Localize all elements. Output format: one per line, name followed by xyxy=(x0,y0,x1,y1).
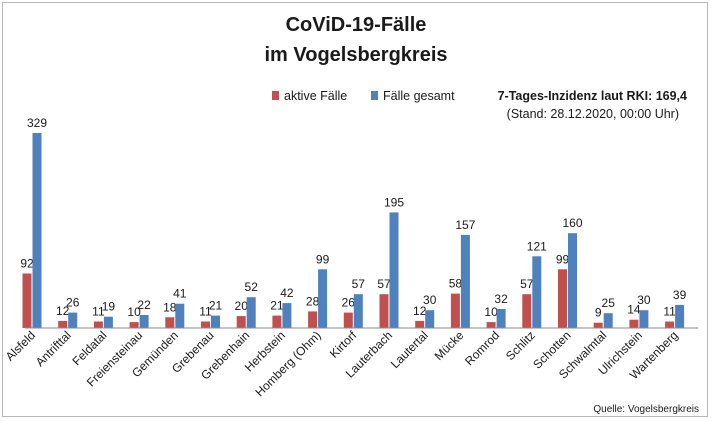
value-label-gesamt-lauterbach: 195 xyxy=(384,195,404,209)
value-label-gesamt-grebenhain: 52 xyxy=(245,280,259,294)
value-label-gesamt-antrifttal: 26 xyxy=(66,296,80,310)
value-label-gesamt-freiensteinau: 22 xyxy=(137,298,151,312)
value-label-aktive-gemünden: 18 xyxy=(163,300,177,314)
value-label-aktive-feldatal: 11 xyxy=(92,305,105,319)
chart: CoViD-19-Fälle im Vogelsbergkreis aktive… xyxy=(3,14,699,415)
legend-label-gesamt: Fälle gesamt xyxy=(383,89,455,103)
value-label-gesamt-lautertal: 30 xyxy=(423,293,437,307)
date-info: (Stand: 28.12.2020, 00:00 Uhr) xyxy=(507,107,679,121)
bar-gesamt-romrod xyxy=(496,309,506,328)
bar-aktive-mücke xyxy=(450,293,460,328)
value-label-gesamt-homberg-ohm: 99 xyxy=(316,252,330,266)
bar-aktive-homberg-ohm xyxy=(308,311,318,328)
bar-aktive-alsfeld xyxy=(22,273,32,328)
value-label-aktive-schwalmtal: 9 xyxy=(595,306,602,320)
chart-title: CoViD-19-Fälle xyxy=(286,14,427,36)
bar-aktive-grebenau xyxy=(201,321,210,328)
bar-gesamt-kirtorf xyxy=(353,294,363,328)
value-label-gesamt-feldatal: 19 xyxy=(102,300,116,314)
bar-aktive-herbstein xyxy=(272,315,282,328)
chart-subtitle: im Vogelsbergkreis xyxy=(264,44,447,66)
bar-aktive-freiensteinau xyxy=(129,322,139,328)
value-label-gesamt-grebenau: 21 xyxy=(209,299,223,313)
bars-group: 92329Alsfeld1226Antrifttal1119Feldatal10… xyxy=(3,116,687,399)
value-label-aktive-schotten: 99 xyxy=(556,252,570,266)
value-label-gesamt-schwalmtal: 25 xyxy=(602,296,616,310)
value-label-aktive-alsfeld: 92 xyxy=(20,257,34,271)
bar-gesamt-lautertal xyxy=(425,310,435,328)
bar-aktive-ulrichstein xyxy=(629,319,639,328)
value-label-aktive-grebenau: 11 xyxy=(199,305,212,319)
legend-label-aktive: aktive Fälle xyxy=(284,89,347,103)
legend-swatch-gesamt xyxy=(371,91,378,100)
value-label-aktive-homberg-ohm: 28 xyxy=(306,294,320,308)
value-label-gesamt-schotten: 160 xyxy=(562,216,582,230)
bar-gesamt-wartenberg xyxy=(675,304,685,328)
bar-gesamt-antrifttal xyxy=(68,312,78,328)
value-label-gesamt-alsfeld: 329 xyxy=(27,116,47,130)
value-label-aktive-herbstein: 21 xyxy=(270,299,284,313)
value-label-aktive-grebenhain: 20 xyxy=(235,299,249,313)
value-label-aktive-mücke: 58 xyxy=(449,277,463,291)
bar-gesamt-grebenau xyxy=(211,315,220,328)
value-label-gesamt-schlitz: 121 xyxy=(527,239,547,253)
bar-aktive-wartenberg xyxy=(665,321,675,328)
bar-gesamt-homberg-ohm xyxy=(318,269,328,328)
category-label-kirtorf: Kirtorf xyxy=(327,328,360,361)
bar-gesamt-schotten xyxy=(568,233,577,328)
bar-gesamt-herbstein xyxy=(282,303,292,328)
chart-frame: CoViD-19-Fälle im Vogelsbergkreis aktive… xyxy=(2,2,708,417)
value-label-gesamt-gemünden: 41 xyxy=(173,287,187,301)
value-label-aktive-schlitz: 57 xyxy=(520,277,534,291)
value-label-aktive-lautertal: 12 xyxy=(413,304,427,318)
value-label-aktive-freiensteinau: 10 xyxy=(127,305,141,319)
value-label-aktive-lauterbach: 57 xyxy=(377,277,391,291)
value-label-aktive-ulrichstein: 14 xyxy=(627,303,641,317)
bar-aktive-schwalmtal xyxy=(593,322,603,328)
bar-aktive-romrod xyxy=(486,322,496,328)
bar-aktive-schlitz xyxy=(522,294,532,328)
bar-aktive-lauterbach xyxy=(379,294,389,328)
bar-aktive-grebenhain xyxy=(236,316,246,328)
bar-gesamt-mücke xyxy=(460,234,470,328)
bar-gesamt-lauterbach xyxy=(389,212,399,328)
value-label-gesamt-wartenberg: 39 xyxy=(673,288,687,302)
legend: aktive Fälle Fälle gesamt xyxy=(272,89,455,103)
value-label-aktive-kirtorf: 26 xyxy=(342,296,356,310)
bar-gesamt-grebenhain xyxy=(246,297,256,328)
value-label-gesamt-romrod: 32 xyxy=(494,292,508,306)
legend-swatch-aktive xyxy=(272,91,279,100)
bar-gesamt-alsfeld xyxy=(32,133,42,328)
source-note: Quelle: Vogelsbergkreis xyxy=(593,404,699,415)
category-label-homberg-ohm: Homberg (Ohm) xyxy=(253,328,324,399)
value-label-gesamt-herbstein: 42 xyxy=(280,286,294,300)
bar-aktive-gemünden xyxy=(165,317,175,328)
bar-gesamt-ulrichstein xyxy=(639,310,649,328)
bar-aktive-feldatal xyxy=(93,321,103,328)
bar-gesamt-gemünden xyxy=(175,303,185,328)
bar-aktive-kirtorf xyxy=(343,312,353,328)
value-label-aktive-wartenberg: 11 xyxy=(663,305,676,319)
value-label-gesamt-kirtorf: 57 xyxy=(352,277,366,291)
bar-aktive-antrifttal xyxy=(58,320,68,328)
bar-gesamt-feldatal xyxy=(103,316,113,328)
value-label-gesamt-ulrichstein: 30 xyxy=(637,293,651,307)
incidence-info: 7-Tages-Inzidenz laut RKI: 169,4 xyxy=(498,89,687,103)
bar-gesamt-freiensteinau xyxy=(139,315,149,328)
bar-aktive-schotten xyxy=(558,269,567,328)
value-label-aktive-romrod: 10 xyxy=(484,305,498,319)
category-label-lautertal: Lautertal xyxy=(388,328,431,371)
bar-gesamt-schwalmtal xyxy=(603,313,613,328)
category-label-antrifttal: Antrifttal xyxy=(33,328,74,369)
value-label-aktive-antrifttal: 12 xyxy=(56,304,70,318)
bar-aktive-lautertal xyxy=(415,320,425,328)
value-label-gesamt-mücke: 157 xyxy=(455,218,475,232)
category-label-romrod: Romrod xyxy=(462,328,502,368)
bar-gesamt-schlitz xyxy=(532,256,542,328)
